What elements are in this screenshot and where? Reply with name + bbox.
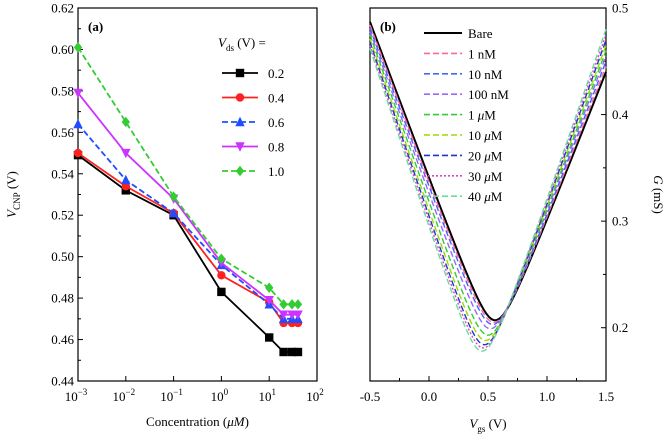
y-tick-label-a: 0.54 — [51, 166, 74, 181]
y-tick-label-a: 0.58 — [51, 83, 74, 98]
data-point-0.2 — [217, 287, 226, 297]
data-point-0.8 — [73, 88, 83, 99]
series-line-0.8 — [77, 92, 298, 316]
data-point-0.8 — [293, 310, 303, 320]
y-tick-label-b: 0.5 — [612, 1, 628, 16]
x-tick-label-b: 0.0 — [421, 389, 437, 404]
legend-label-1.0: 1.0 — [268, 164, 284, 179]
legend-label-b: 100 nM — [468, 87, 509, 102]
x-tick-label-a: 101 — [258, 387, 276, 404]
y-axis-label-a: VCNP (V) — [4, 171, 22, 218]
data-point-0.2 — [287, 347, 297, 357]
data-point-0.4 — [73, 148, 83, 158]
series-line-b — [369, 29, 607, 352]
x-tick-label-b: 0.5 — [480, 389, 496, 404]
legend-label-b: 10 nM — [468, 67, 503, 82]
series-line-1.0 — [77, 46, 298, 306]
data-point-1.0 — [217, 253, 226, 264]
series-line-b — [369, 38, 607, 342]
x-tick-label-b: 1.5 — [598, 389, 614, 404]
legend-label-b: 20 μM — [468, 148, 503, 163]
legend-marker-1.0 — [235, 165, 245, 177]
series-line-b — [369, 31, 607, 330]
data-point-1.0 — [73, 42, 83, 53]
legend-marker-0.4 — [235, 93, 245, 102]
data-point-0.4 — [217, 271, 226, 280]
data-point-1.0 — [121, 116, 130, 128]
panel-label-b: (b) — [380, 19, 396, 34]
y-axis-label-b: G (mS) — [651, 175, 666, 214]
y-tick-label-a: 0.62 — [51, 1, 74, 16]
legend-label-b: 1 nM — [468, 46, 496, 61]
data-point-1.0 — [293, 299, 303, 310]
legend-label-b: 1 μM — [468, 108, 496, 123]
legend-label-b: 30 μM — [468, 169, 503, 184]
legend-label-b: 40 μM — [468, 189, 503, 204]
legend-label-0.4: 0.4 — [268, 91, 285, 106]
legend-label-b: Bare — [468, 26, 493, 41]
series-line-b — [369, 21, 607, 322]
x-axis-label-a: Concentration (μM) — [146, 414, 249, 429]
y-tick-label-a: 0.48 — [51, 291, 74, 306]
data-point-0.2 — [293, 347, 303, 357]
data-point-1.0 — [287, 299, 297, 310]
data-point-0.2 — [279, 347, 288, 357]
y-tick-label-a: 0.46 — [51, 332, 74, 347]
y-tick-label-b: 0.4 — [612, 107, 629, 122]
series-line-b — [369, 34, 607, 336]
x-tick-label-b: -0.5 — [360, 389, 381, 404]
data-point-0.8 — [278, 310, 289, 320]
series-line-b — [369, 39, 607, 346]
y-tick-label-a: 0.56 — [51, 125, 74, 140]
data-point-0.8 — [264, 295, 274, 306]
series-line-b — [369, 24, 607, 324]
legend-label-0.2: 0.2 — [268, 66, 284, 81]
x-tick-label-a: 102 — [306, 387, 324, 404]
series-line-0.2 — [77, 154, 298, 353]
series-line-0.6 — [77, 123, 298, 320]
data-point-0.8 — [287, 310, 297, 320]
legend-label-0.6: 0.6 — [268, 115, 285, 130]
y-tick-label-b: 0.3 — [612, 214, 628, 229]
legend-marker-0.8 — [235, 142, 245, 152]
x-tick-label-b: 1.0 — [539, 389, 555, 404]
x-tick-label-a: 10−3 — [65, 387, 88, 404]
y-tick-label-a: 0.52 — [51, 208, 74, 223]
legend-marker-0.6 — [235, 116, 245, 127]
y-tick-label-b: 0.2 — [612, 320, 628, 335]
x-axis-label-b: Vgs (V) — [469, 416, 506, 434]
y-tick-label-a: 0.50 — [51, 249, 74, 264]
panel-a: 0.44 0.46 0.48 0.50 0.52 0.54 0.56 0.58 0.60 0.62… — [4, 1, 324, 430]
panel-label-a: (a) — [88, 19, 103, 34]
x-tick-label-a: 10−2 — [113, 387, 136, 404]
data-point-1.0 — [265, 282, 274, 293]
legend-label-b: 10 μM — [468, 128, 503, 143]
legend-marker-0.2 — [235, 68, 245, 78]
y-tick-label-a: 0.60 — [51, 42, 74, 57]
panel-b: -0.5 0.0 0.5 1.0 1.5 0.2 0.3 0.4 0.5 Vgs (V) G (mS… — [360, 1, 666, 435]
data-point-1.0 — [279, 299, 288, 310]
legend-title-a: Vds (V) = — [218, 35, 266, 53]
y-tick-label-a: 0.44 — [51, 374, 74, 389]
x-tick-label-a: 100 — [211, 387, 229, 404]
data-point-0.6 — [121, 174, 131, 185]
data-point-0.6 — [168, 207, 179, 218]
series-line-b — [369, 34, 607, 349]
data-point-0.6 — [73, 118, 83, 129]
data-point-0.2 — [265, 333, 274, 342]
x-tick-label-a: 10−1 — [160, 387, 183, 404]
series-line-b — [369, 28, 607, 326]
data-point-1.0 — [169, 191, 178, 202]
legend-label-0.8: 0.8 — [268, 140, 284, 155]
data-point-0.8 — [121, 148, 131, 159]
